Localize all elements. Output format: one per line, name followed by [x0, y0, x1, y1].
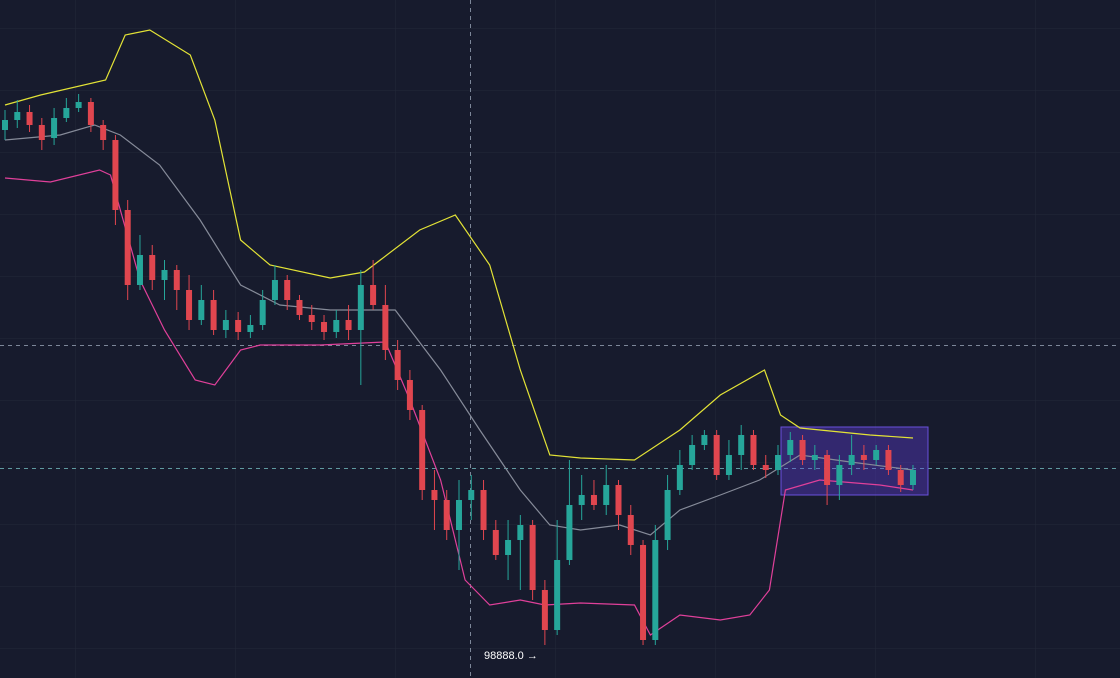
candle-body	[296, 300, 303, 315]
candle-body	[87, 102, 94, 125]
candle-body	[468, 490, 475, 500]
candle-body	[505, 540, 512, 555]
candle-body	[51, 118, 58, 138]
candle-body	[259, 300, 266, 325]
candle-body	[173, 270, 180, 290]
candle-body	[100, 125, 107, 140]
candle-body	[406, 380, 413, 410]
candle-body	[136, 255, 143, 285]
candle-body	[799, 440, 806, 460]
candle-body	[321, 322, 328, 332]
candle-body	[38, 125, 45, 140]
candle-body	[357, 285, 364, 330]
marks	[2, 29, 916, 645]
candle-body	[149, 255, 156, 280]
band-line	[4, 169, 914, 636]
candle-body	[345, 320, 352, 330]
annotation: 98888.0 →	[484, 650, 538, 662]
candle-body	[2, 120, 8, 130]
candle-body	[529, 525, 536, 590]
candle-body	[26, 112, 33, 125]
candle-body	[762, 465, 769, 470]
candle-body	[63, 108, 70, 118]
candle-body	[235, 320, 242, 332]
candle-body	[664, 490, 671, 540]
candle-body	[480, 490, 487, 530]
candle-body	[186, 290, 193, 320]
candle-body	[370, 285, 377, 305]
candle-body	[627, 515, 634, 545]
candle-body	[112, 140, 119, 210]
candle-body	[603, 485, 610, 505]
candle-body	[750, 435, 757, 465]
candle-body	[738, 435, 745, 455]
candle-body	[615, 485, 622, 515]
candle-body	[640, 545, 647, 640]
candle-body	[394, 350, 401, 380]
candle-body	[566, 505, 573, 560]
candle-body	[909, 470, 916, 485]
candle-body	[382, 305, 389, 350]
candle-body	[824, 455, 831, 485]
candle-body	[701, 435, 708, 445]
candle-body	[431, 490, 438, 500]
candle-body	[333, 320, 340, 332]
candle-body	[271, 280, 278, 300]
candle-body	[75, 102, 82, 108]
band-line	[4, 29, 914, 461]
candle-body	[676, 465, 683, 490]
candle-body	[897, 470, 904, 485]
candle-body	[860, 455, 867, 460]
candle-body	[517, 525, 524, 540]
candle-body	[284, 280, 291, 300]
candle-body	[713, 435, 720, 475]
candle-body	[492, 530, 499, 555]
candle-body	[247, 325, 254, 332]
candle-body	[578, 495, 585, 505]
candle-body	[198, 300, 205, 320]
candle-body	[787, 440, 794, 455]
candle-body	[836, 465, 843, 485]
candle-body	[455, 500, 462, 530]
candle-body	[14, 112, 21, 120]
candle-body	[652, 540, 659, 640]
candle-body	[419, 410, 426, 490]
candle-body	[161, 270, 168, 280]
candle-body	[811, 455, 818, 460]
candle-body	[554, 560, 561, 630]
candle-body	[725, 455, 732, 475]
candle-body	[222, 320, 229, 330]
candle-body	[210, 300, 217, 330]
candle-body	[873, 450, 880, 460]
candle-body	[590, 495, 597, 505]
candle-body	[308, 315, 315, 322]
candle-body	[443, 500, 450, 530]
band-line	[4, 124, 914, 536]
candle-body	[124, 210, 131, 285]
candle-body	[689, 445, 696, 465]
candle-body	[885, 450, 892, 470]
candle-body	[775, 455, 782, 470]
candle-body	[848, 455, 855, 465]
candle-body	[541, 590, 548, 630]
